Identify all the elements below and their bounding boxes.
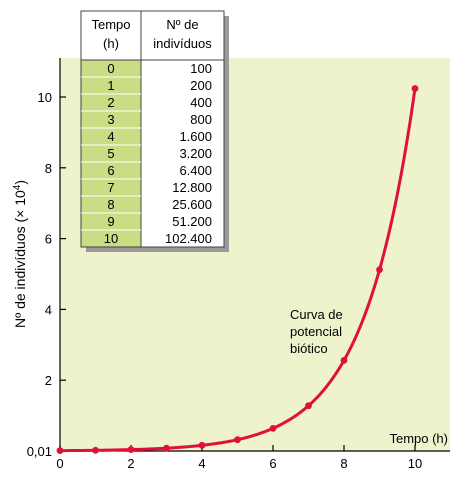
y-tick-label: 4 <box>45 302 52 317</box>
annotation-line-1: Curva de <box>290 307 343 322</box>
y-tick-label: 10 <box>38 90 52 105</box>
table-count-cell: 102.400 <box>165 231 212 246</box>
x-axis-label: Tempo (h) <box>389 431 448 446</box>
table-count-cell: 100 <box>190 61 212 76</box>
y-tick-label: 6 <box>45 232 52 247</box>
y-axis-label-main: Nº de indivíduos (× 10 <box>12 190 28 328</box>
table-time-cell: 5 <box>107 146 114 161</box>
table-values-column-bg <box>141 60 224 247</box>
data-point <box>234 436 241 444</box>
y-tick-label: 0,01 <box>27 444 52 459</box>
x-tick-label: 6 <box>269 456 276 471</box>
table-count-cell: 3.200 <box>179 146 212 161</box>
data-point <box>411 85 419 92</box>
table-time-cell: 0 <box>107 61 114 76</box>
data-point <box>376 266 383 274</box>
table-count-cell: 400 <box>190 95 212 110</box>
data-point <box>56 447 64 455</box>
table-time-column-bg <box>81 60 141 247</box>
table-count-cell: 1.600 <box>179 129 212 144</box>
table-time-cell: 7 <box>107 180 114 195</box>
x-tick-label: 8 <box>340 456 347 471</box>
y-axis-label: Nº de indivíduos (× 104) <box>12 180 28 328</box>
table-time-cell: 2 <box>107 95 114 110</box>
data-point <box>163 444 170 452</box>
x-tick-label: 4 <box>198 456 205 471</box>
table-time-cell: 6 <box>107 163 114 178</box>
table-header-text: (h) <box>103 36 119 51</box>
table-header-bg <box>81 11 224 60</box>
y-axis-label-exponent: 4 <box>12 184 23 190</box>
data-point <box>305 402 312 410</box>
table-header-text: Nº de <box>166 17 198 32</box>
table-count-cell: 800 <box>190 112 212 127</box>
y-tick-label: 8 <box>45 161 52 176</box>
table-time-cell: 4 <box>107 129 114 144</box>
annotation-line-2: potencial <box>290 324 342 339</box>
table-time-cell: 1 <box>107 78 114 93</box>
table-time-cell: 8 <box>107 197 114 212</box>
table-count-cell: 200 <box>190 78 212 93</box>
table-count-cell: 51.200 <box>172 214 212 229</box>
data-point <box>269 424 277 432</box>
table-header-text: Tempo <box>91 17 130 32</box>
table-count-cell: 12.800 <box>172 180 212 195</box>
table-count-cell: 6.400 <box>179 163 212 178</box>
data-point <box>198 441 206 449</box>
table-count-cell: 25.600 <box>172 197 212 212</box>
y-axis-label-close: ) <box>12 180 28 185</box>
table-border <box>80 10 225 248</box>
table-time-cell: 10 <box>104 231 118 246</box>
population-table: Tempo (h) Nº de indivíduos 0 100 1 200 2 400 3 800 4… <box>80 10 229 252</box>
y-tick-label: 2 <box>45 373 52 388</box>
table-time-cell: 9 <box>107 214 114 229</box>
x-tick-label: 0 <box>56 456 63 471</box>
curve-annotation: Curva de potencial biótico <box>290 307 346 356</box>
table-header-text: indivíduos <box>153 36 212 51</box>
data-point <box>92 446 99 454</box>
data-points <box>56 85 419 455</box>
y-ticks: 0,01 2 4 6 8 10 <box>27 90 66 459</box>
annotation-line-3: biótico <box>290 341 328 356</box>
x-tick-label: 10 <box>408 456 422 471</box>
x-tick-label: 2 <box>127 456 134 471</box>
data-point <box>127 446 135 453</box>
data-point <box>340 356 348 364</box>
table-time-cell: 3 <box>107 112 114 127</box>
